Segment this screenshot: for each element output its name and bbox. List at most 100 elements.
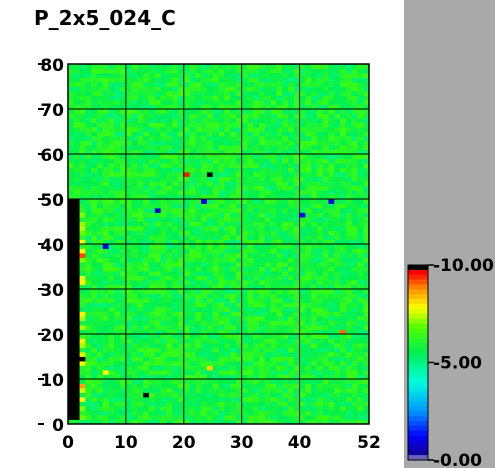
heatmap-cell xyxy=(322,145,329,150)
heatmap-cell xyxy=(177,361,185,366)
heatmap-cell xyxy=(316,343,324,348)
heatmap-cell xyxy=(131,379,138,384)
heatmap-cell xyxy=(206,230,214,236)
heatmap-cell xyxy=(131,280,138,285)
heatmap-cell xyxy=(322,194,329,200)
heatmap-cell xyxy=(125,172,133,177)
heatmap-cell xyxy=(357,91,364,96)
heatmap-cell xyxy=(218,266,225,272)
heatmap-cell xyxy=(247,419,254,425)
heatmap-cell xyxy=(316,334,324,339)
heatmap-cell xyxy=(68,374,75,380)
heatmap-cell xyxy=(212,388,219,393)
heatmap-cell xyxy=(79,361,86,366)
heatmap-cell xyxy=(177,311,185,317)
heatmap-cell xyxy=(334,176,341,182)
heatmap-cell xyxy=(276,370,283,375)
heatmap-cell xyxy=(357,343,364,348)
heatmap-cell xyxy=(195,406,202,411)
heatmap-cell xyxy=(166,109,173,114)
heatmap-cell xyxy=(143,410,150,416)
y-tick-label: 50 xyxy=(40,191,64,211)
heatmap-cell xyxy=(259,284,266,290)
heatmap-cell xyxy=(305,163,312,168)
heatmap-cell xyxy=(299,262,306,267)
heatmap-cell xyxy=(264,383,271,389)
heatmap-cell xyxy=(91,235,98,240)
heatmap-cell xyxy=(206,64,214,69)
heatmap-cell xyxy=(218,388,225,393)
heatmap-cell xyxy=(166,82,173,87)
heatmap-cell xyxy=(316,383,324,389)
heatmap-cell xyxy=(125,320,133,326)
heatmap-cell xyxy=(316,311,324,317)
heatmap-cell xyxy=(230,338,237,344)
heatmap-cell xyxy=(166,298,173,303)
heatmap-cell xyxy=(264,86,271,92)
heatmap-cell xyxy=(125,257,133,263)
heatmap-cell xyxy=(316,122,324,128)
heatmap-cell xyxy=(68,302,75,308)
heatmap-cell xyxy=(154,410,162,416)
heatmap-cell xyxy=(160,181,167,186)
heatmap-cell xyxy=(68,113,75,119)
heatmap-cell xyxy=(125,131,133,137)
heatmap-cell xyxy=(91,68,98,74)
heatmap-cell xyxy=(96,334,104,339)
heatmap-cell xyxy=(125,338,133,344)
heatmap-cell xyxy=(259,190,266,195)
heatmap-cell xyxy=(247,167,254,173)
heatmap-cell xyxy=(154,136,162,141)
heatmap-cell xyxy=(270,307,277,312)
heatmap-cell xyxy=(230,415,237,420)
heatmap-cell xyxy=(177,334,185,339)
heatmap-cell xyxy=(177,194,185,200)
heatmap-cell xyxy=(68,149,75,155)
heatmap-cell xyxy=(235,302,243,308)
heatmap-cell xyxy=(357,325,364,330)
heatmap-cell xyxy=(224,199,231,204)
heatmap-cell xyxy=(282,185,289,191)
heatmap-cell xyxy=(276,127,283,132)
heatmap-cell xyxy=(299,253,306,258)
heatmap-cell xyxy=(79,68,86,74)
heatmap-cell xyxy=(328,91,335,96)
heatmap-cell xyxy=(125,226,133,231)
heatmap-cell xyxy=(247,289,254,294)
heatmap-cell xyxy=(218,289,225,294)
heatmap-cell xyxy=(293,262,300,267)
heatmap-cell xyxy=(357,347,364,353)
heatmap-cell xyxy=(230,68,237,74)
heatmap-cell xyxy=(201,118,208,123)
heatmap-cell xyxy=(282,311,289,317)
heatmap-cell xyxy=(299,172,306,177)
heatmap-cell xyxy=(282,77,289,83)
heatmap-cell xyxy=(131,109,138,114)
heatmap-cell xyxy=(270,118,277,123)
heatmap-cell xyxy=(160,82,167,87)
heatmap-cell xyxy=(154,122,162,128)
heatmap-cell xyxy=(102,221,109,227)
heatmap-cell xyxy=(230,158,237,164)
heatmap-cell xyxy=(230,140,237,146)
heatmap-cell xyxy=(311,185,318,191)
heatmap-cell xyxy=(91,158,98,164)
heatmap-cell xyxy=(282,163,289,168)
heatmap-cell xyxy=(259,73,266,78)
heatmap-cell xyxy=(230,199,237,204)
heatmap-cell xyxy=(334,194,341,200)
heatmap-cell xyxy=(328,343,335,348)
heatmap-cell xyxy=(201,266,208,272)
heatmap-cell xyxy=(79,73,86,78)
heatmap-cell xyxy=(108,73,115,78)
heatmap-cell xyxy=(183,73,190,78)
heatmap-cell xyxy=(241,248,248,254)
heatmap-cell xyxy=(259,118,266,123)
heatmap-cell xyxy=(137,190,144,195)
heatmap-cell xyxy=(305,356,312,362)
heatmap-cell xyxy=(287,280,295,285)
heatmap-cell xyxy=(177,109,185,114)
heatmap-cell xyxy=(241,293,248,299)
heatmap-cell xyxy=(357,307,364,312)
heatmap-cell xyxy=(276,136,283,141)
